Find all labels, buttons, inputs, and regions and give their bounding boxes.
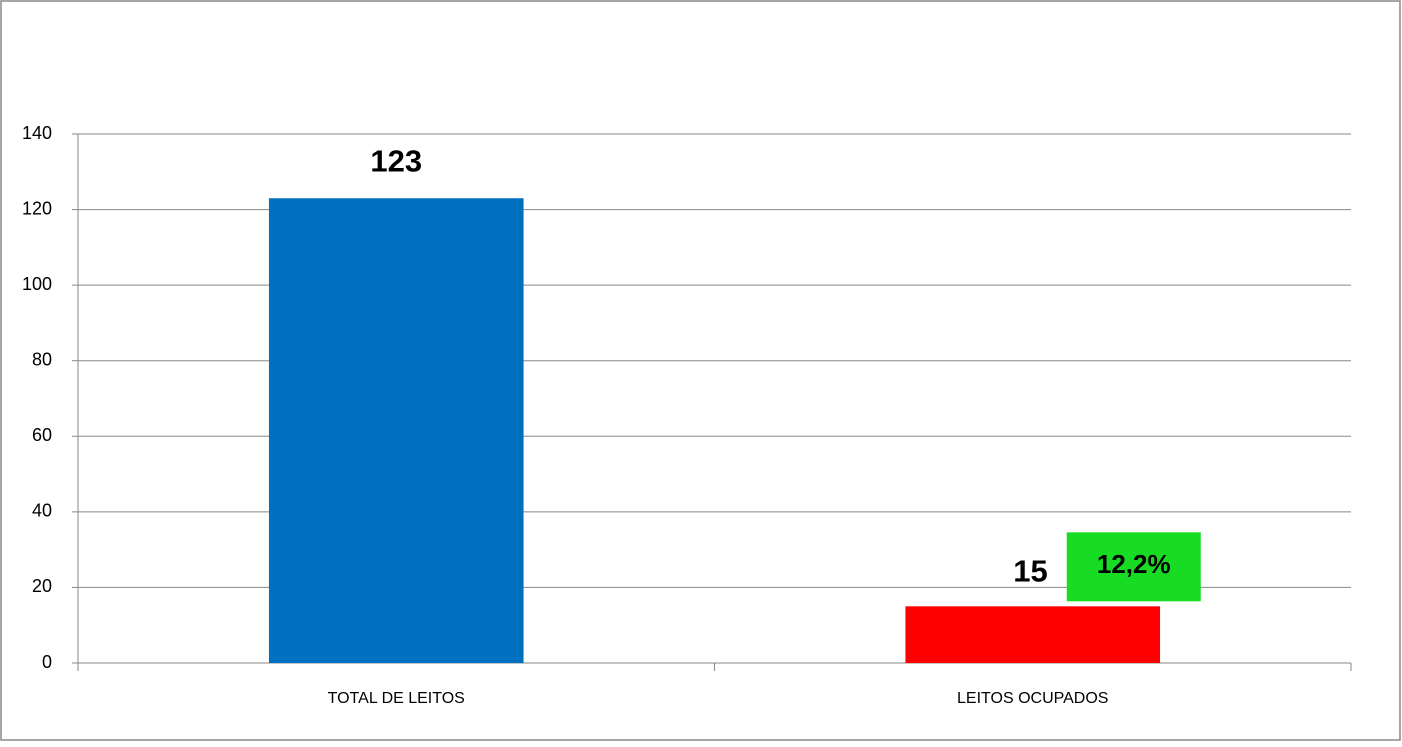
y-tick-label: 0 (42, 652, 52, 672)
annotation-box (1066, 532, 1201, 602)
y-tick-label: 60 (32, 425, 52, 445)
y-tick-label: 100 (22, 274, 52, 294)
y-tick-label: 120 (22, 198, 52, 218)
data-label: 15 (1013, 554, 1047, 589)
x-tick-label: TOTAL DE LEITOS (328, 690, 465, 707)
bar (905, 606, 1161, 663)
data-label: 123 (370, 143, 422, 178)
y-tick-label: 80 (32, 349, 52, 369)
bar (268, 198, 524, 663)
annotation: 12,2% (1097, 549, 1171, 579)
x-tick-label: LEITOS OCUPADOS (957, 690, 1108, 707)
y-tick-label: 20 (32, 576, 52, 596)
y-tick-label: 40 (32, 501, 52, 521)
y-tick-label: 140 (22, 123, 52, 143)
